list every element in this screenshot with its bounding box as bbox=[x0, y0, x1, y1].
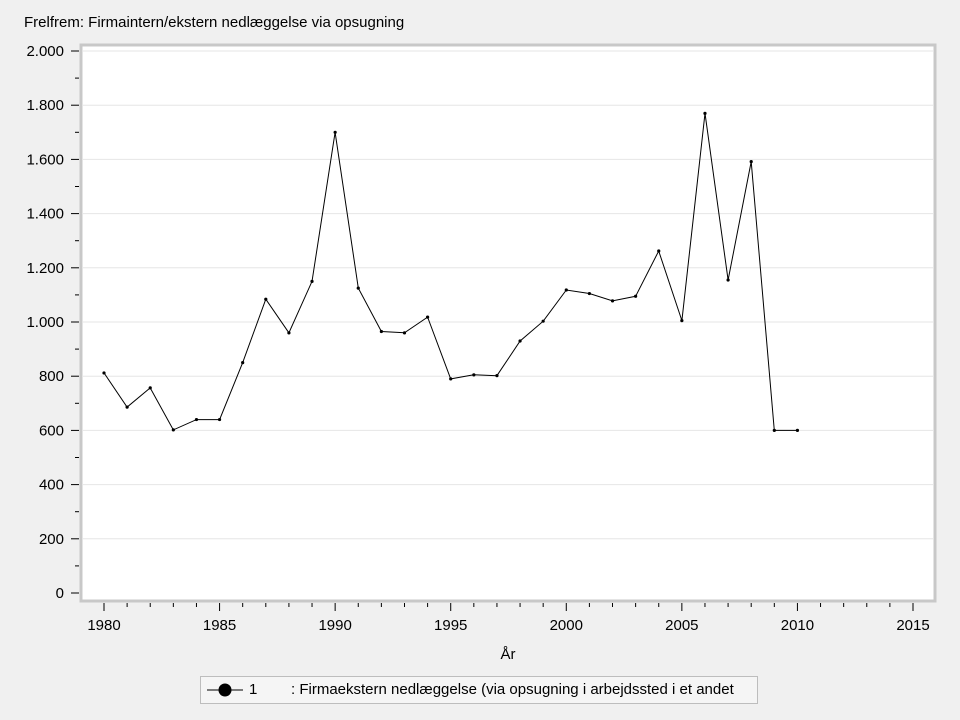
data-point bbox=[472, 373, 476, 377]
data-point bbox=[356, 286, 360, 290]
chart-title: Frelfrem: Firmaintern/ekstern nedlæggels… bbox=[24, 14, 405, 31]
data-point bbox=[726, 278, 730, 282]
data-point bbox=[795, 428, 800, 432]
data-point bbox=[241, 361, 245, 365]
data-point bbox=[657, 249, 661, 253]
data-point bbox=[194, 417, 199, 422]
y-tick-label: 1.600 bbox=[26, 151, 64, 168]
y-tick-label: 800 bbox=[39, 368, 64, 385]
x-tick-label: 2005 bbox=[665, 617, 698, 634]
y-tick-label: 600 bbox=[39, 422, 64, 439]
legend-series-name: 1 bbox=[249, 681, 258, 698]
x-axis: 1980 1985 1990 1995 2000 2005 2010 2015 bbox=[87, 603, 930, 634]
data-point bbox=[749, 159, 753, 164]
x-tick-label: 2010 bbox=[781, 617, 814, 634]
x-tick-label: 1990 bbox=[318, 617, 351, 634]
data-point bbox=[171, 428, 175, 432]
x-tick-label: 1995 bbox=[434, 617, 467, 634]
y-tick-label: 1.200 bbox=[26, 260, 64, 277]
y-tick-label: 1.800 bbox=[26, 97, 64, 114]
plot-area bbox=[79, 43, 937, 603]
data-point bbox=[125, 405, 129, 409]
x-tick-label: 2015 bbox=[896, 617, 929, 634]
data-point bbox=[564, 288, 568, 292]
x-tick-label: 2000 bbox=[550, 617, 583, 634]
data-point bbox=[148, 386, 152, 390]
data-point bbox=[634, 294, 638, 298]
legend-series-description: : Firmaekstern nedlæggelse (via opsugnin… bbox=[291, 681, 734, 698]
data-point bbox=[379, 329, 383, 334]
y-tick-label: 1.000 bbox=[26, 314, 64, 331]
y-tick-label: 1.400 bbox=[26, 206, 64, 223]
data-point bbox=[587, 291, 592, 296]
data-point bbox=[310, 279, 314, 283]
data-point bbox=[287, 331, 291, 335]
data-series bbox=[102, 111, 800, 432]
data-point bbox=[264, 297, 268, 301]
y-tick-label: 2.000 bbox=[26, 43, 64, 60]
legend: 1 : Firmaekstern nedlæggelse (via opsugn… bbox=[200, 676, 758, 704]
data-point bbox=[217, 417, 222, 422]
x-tick-label: 1980 bbox=[87, 617, 120, 634]
data-point bbox=[102, 371, 106, 375]
data-point bbox=[426, 315, 430, 319]
data-point bbox=[449, 377, 453, 381]
y-tick-label: 0 bbox=[56, 585, 64, 602]
data-point bbox=[703, 111, 707, 115]
x-tick-label: 1985 bbox=[203, 617, 236, 634]
data-point bbox=[333, 130, 337, 134]
data-point bbox=[610, 299, 615, 303]
legend-swatch-icon bbox=[207, 683, 243, 697]
data-point bbox=[402, 331, 407, 335]
x-axis-label: År bbox=[501, 646, 516, 663]
y-tick-label: 400 bbox=[39, 477, 64, 494]
data-point bbox=[680, 319, 684, 323]
data-point bbox=[495, 374, 499, 378]
y-tick-label: 200 bbox=[39, 531, 64, 548]
data-point bbox=[541, 319, 545, 323]
data-point bbox=[772, 428, 776, 432]
data-point bbox=[518, 339, 522, 343]
y-axis: 0 200 400 600 800 1.000 1.200 1.400 1.600 1.800 2.… bbox=[26, 43, 79, 602]
